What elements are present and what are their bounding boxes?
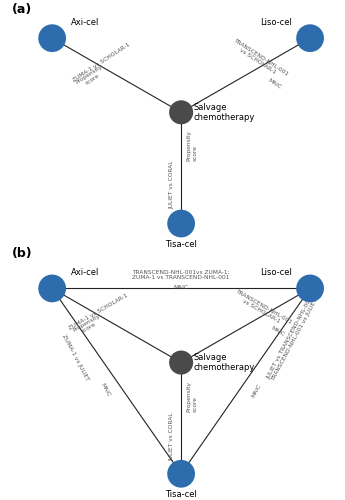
Point bbox=[178, 220, 184, 228]
Text: TRANSCEND-NHL-001
vs SCHOLAR-1: TRANSCEND-NHL-001 vs SCHOLAR-1 bbox=[232, 288, 293, 330]
Text: JULIET vs CORAL: JULIET vs CORAL bbox=[169, 412, 174, 461]
Text: MAIC: MAIC bbox=[100, 382, 111, 398]
Point bbox=[178, 470, 184, 478]
Text: Axi-cel: Axi-cel bbox=[71, 18, 99, 26]
Point bbox=[178, 358, 184, 366]
Point bbox=[307, 284, 313, 292]
Text: Axi-cel: Axi-cel bbox=[71, 268, 99, 277]
Text: Propensity
score: Propensity score bbox=[186, 130, 197, 161]
Text: MAIC: MAIC bbox=[251, 383, 263, 398]
Text: ZUMA-1 vs SCHOLAR-1: ZUMA-1 vs SCHOLAR-1 bbox=[72, 42, 131, 83]
Text: ZUMA-1 vs SCHOLAR-1: ZUMA-1 vs SCHOLAR-1 bbox=[68, 292, 129, 331]
Text: Propensity
score: Propensity score bbox=[186, 382, 197, 412]
Text: Tisa-cel: Tisa-cel bbox=[165, 240, 197, 249]
Text: Liso-cel: Liso-cel bbox=[260, 268, 292, 277]
Text: JULIET vs TRANSCEND-NHL-001;
TRANSCEND-NHL-001 vs JULIET: JULIET vs TRANSCEND-NHL-001; TRANSCEND-N… bbox=[265, 294, 319, 382]
Text: Propensity
score: Propensity score bbox=[75, 64, 107, 90]
Text: Liso-cel: Liso-cel bbox=[260, 18, 292, 26]
Text: MAIC: MAIC bbox=[174, 284, 189, 290]
Text: Propensity
score: Propensity score bbox=[72, 313, 104, 338]
Point bbox=[49, 284, 55, 292]
Text: JULIET vs CORAL: JULIET vs CORAL bbox=[169, 161, 174, 210]
Text: Tisa-cel: Tisa-cel bbox=[165, 490, 197, 499]
Text: (a): (a) bbox=[12, 4, 32, 16]
Point bbox=[178, 108, 184, 116]
Text: TRANSCEND-NHL-001
vs SCHOLAR-1: TRANSCEND-NHL-001 vs SCHOLAR-1 bbox=[229, 37, 289, 81]
Point bbox=[307, 34, 313, 42]
Text: Salvage
chemotherapy: Salvage chemotherapy bbox=[194, 353, 255, 372]
Text: MAIC: MAIC bbox=[270, 326, 285, 338]
Text: ZUMA-1 vs JULIET: ZUMA-1 vs JULIET bbox=[61, 333, 90, 381]
Point bbox=[49, 34, 55, 42]
Text: (b): (b) bbox=[12, 246, 33, 260]
Text: TRANSCEND-NHL-001vs ZUMA-1;
ZUMA-1 vs TRANSCEND-NHL-001: TRANSCEND-NHL-001vs ZUMA-1; ZUMA-1 vs TR… bbox=[132, 270, 230, 280]
Text: Salvage
chemotherapy: Salvage chemotherapy bbox=[194, 102, 255, 122]
Text: MAIC: MAIC bbox=[267, 78, 282, 90]
